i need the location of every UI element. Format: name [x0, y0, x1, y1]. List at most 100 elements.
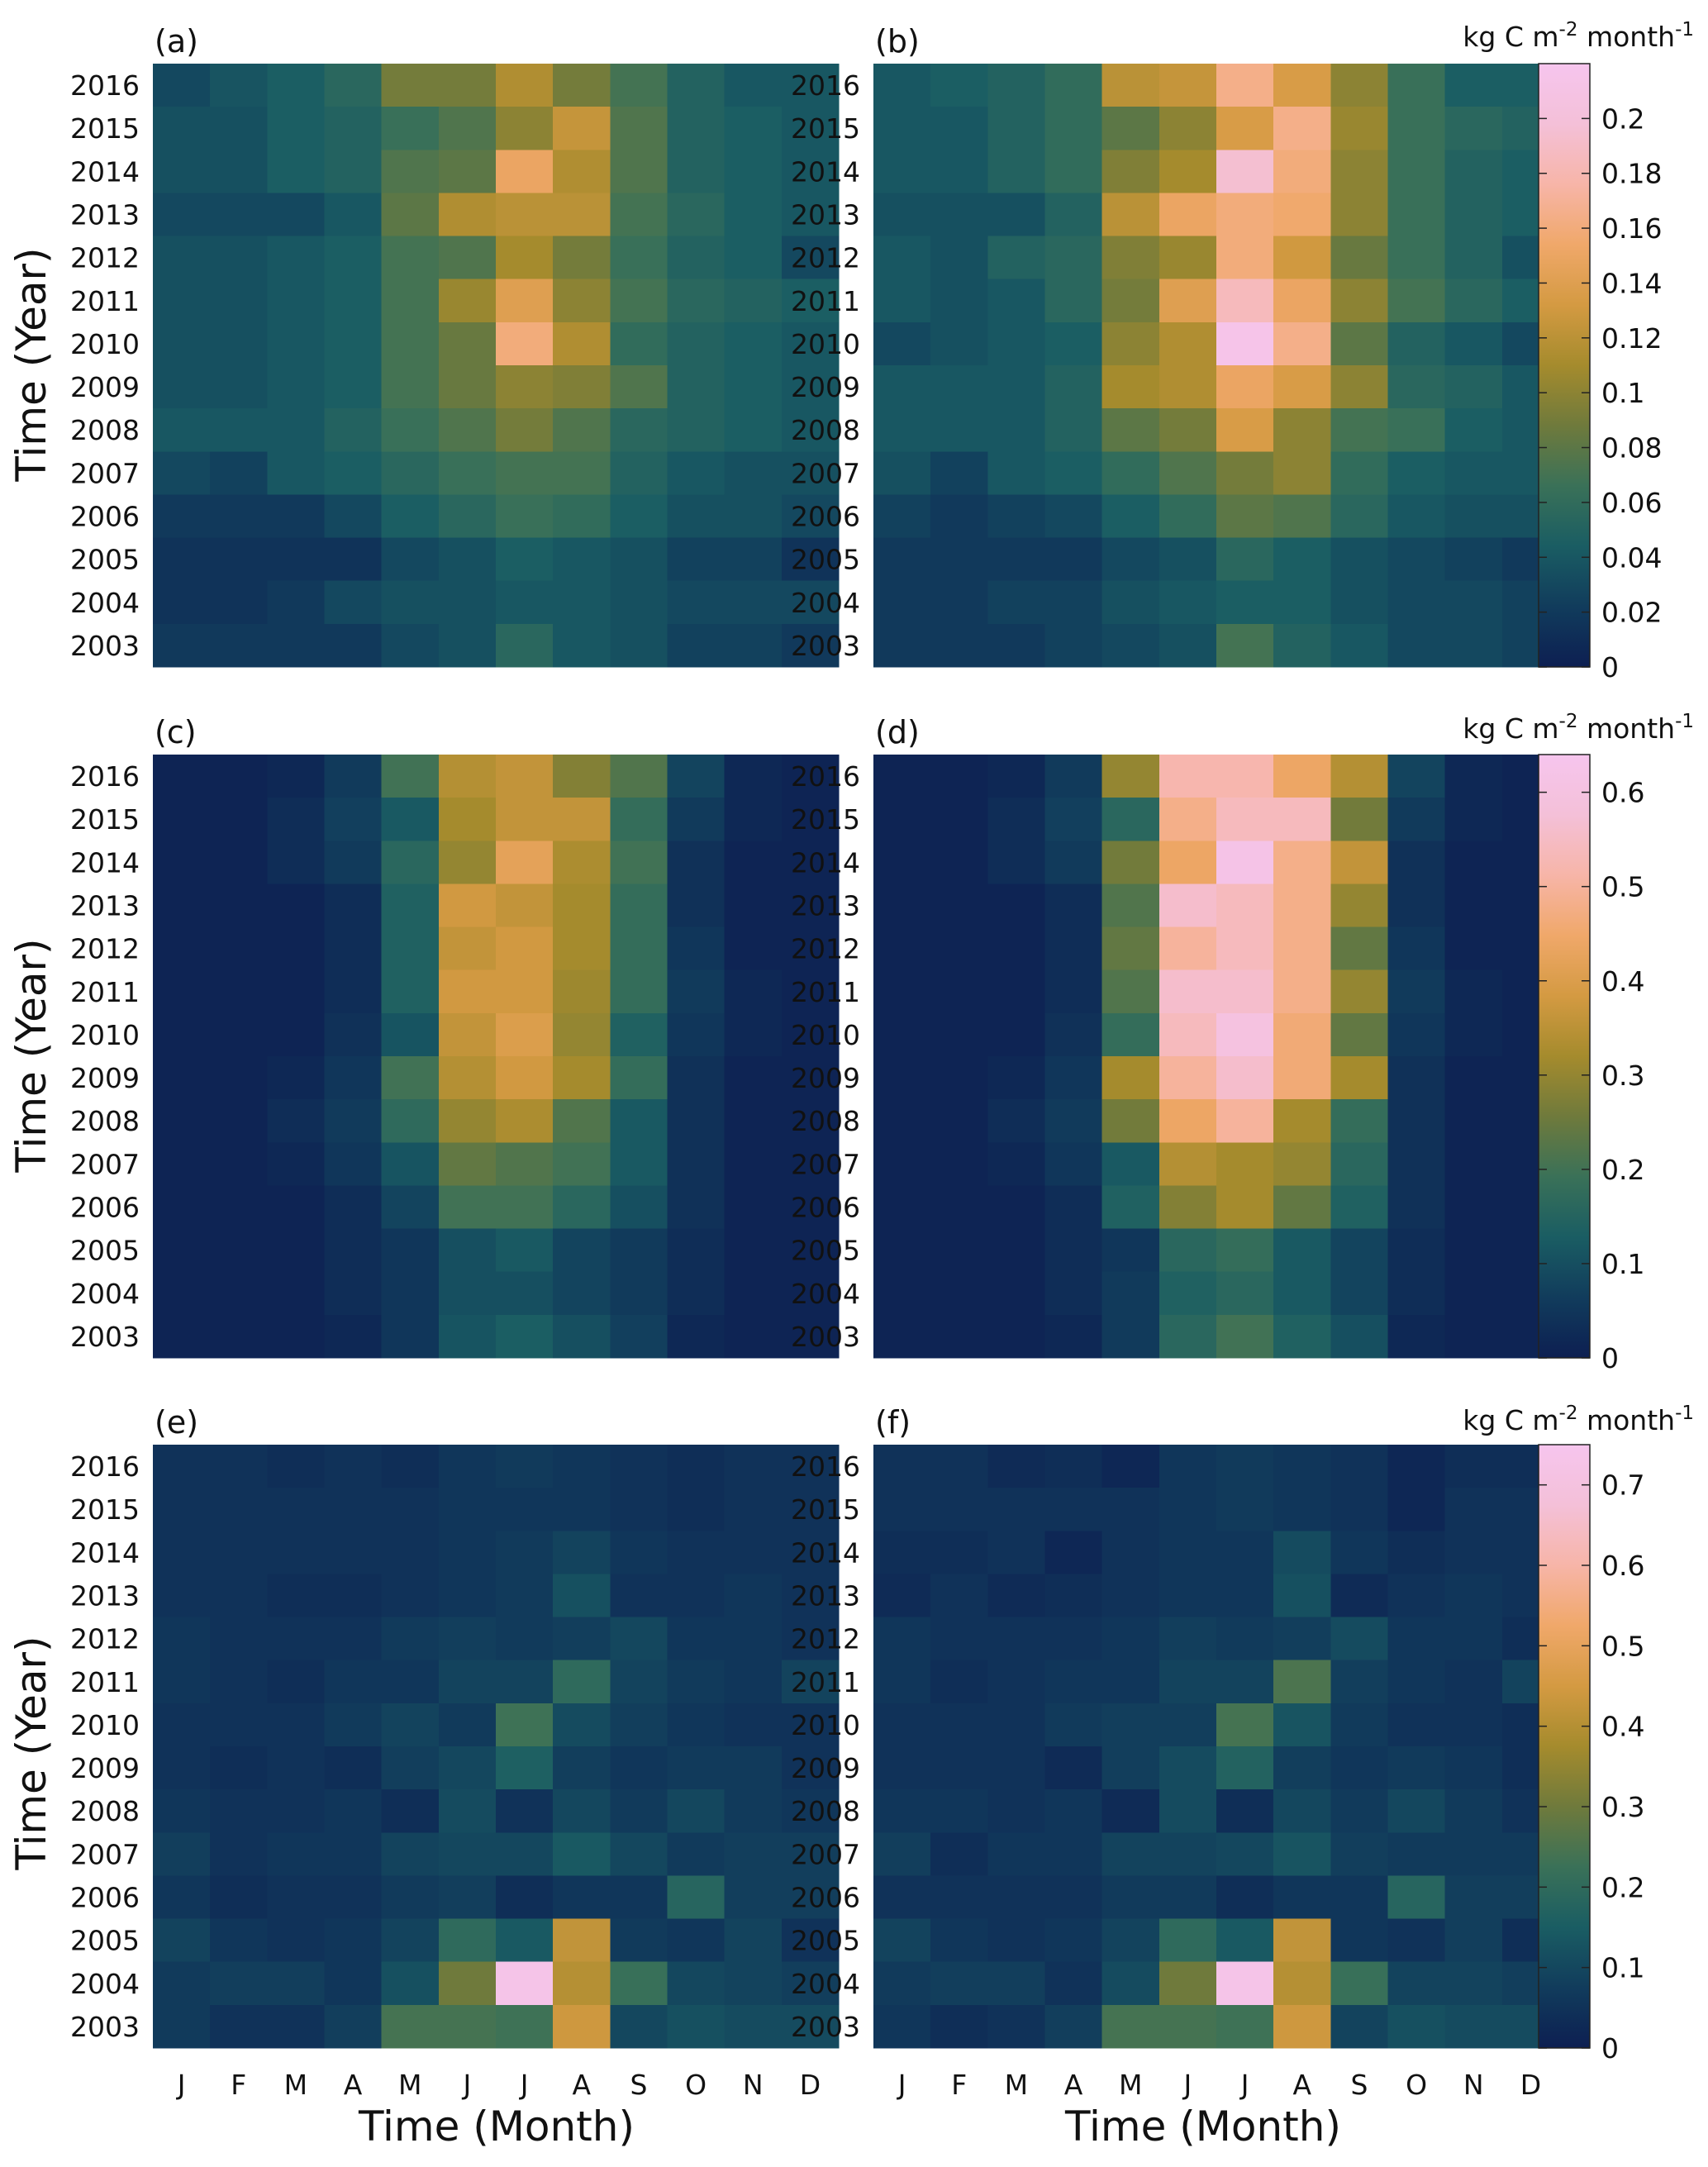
- heatmap-cell: [667, 107, 726, 150]
- heatmap-cell: [1216, 841, 1274, 885]
- colorbar-unit-top: kg C m-2 month-1: [1463, 19, 1694, 53]
- heatmap-cell: [930, 1314, 988, 1359]
- heatmap-cell: [724, 1746, 783, 1790]
- heatmap-cell: [438, 1228, 497, 1273]
- heatmap-cell: [1387, 1617, 1446, 1661]
- heatmap-cell: [1158, 1228, 1217, 1273]
- heatmap-cell: [724, 451, 783, 496]
- heatmap-cell: [930, 1961, 988, 2006]
- colorbar-tick-label: 0.04: [1601, 541, 1662, 574]
- heatmap-cell: [1158, 193, 1217, 237]
- heatmap-cell: [324, 1314, 383, 1359]
- heatmap-cell: [781, 1488, 840, 1531]
- heatmap-cell: [438, 1445, 497, 1488]
- heatmap-cell: [987, 1875, 1046, 1920]
- heatmap-cell: [930, 1703, 988, 1747]
- heatmap-cell: [267, 537, 326, 582]
- heatmap-cell: [153, 408, 211, 452]
- heatmap-cell: [210, 1445, 268, 1488]
- y-tick-label: 2013: [791, 1580, 860, 1612]
- heatmap-cell: [1444, 451, 1503, 496]
- heatmap-cell: [1444, 150, 1503, 194]
- colorbar-tick-label: 0.5: [1601, 1630, 1644, 1662]
- heatmap-cell: [381, 107, 440, 150]
- heatmap-cell: [1444, 1488, 1503, 1531]
- heatmap-cell: [1101, 580, 1160, 625]
- heatmap-cell: [1273, 107, 1331, 150]
- heatmap-cell: [781, 537, 840, 582]
- heatmap-cell: [667, 798, 726, 841]
- heatmap-cell: [1216, 321, 1274, 366]
- heatmap-cell: [610, 1445, 668, 1488]
- heatmap-cell: [781, 107, 840, 150]
- x-tick-label: M: [284, 2069, 307, 2101]
- heatmap-cell: [438, 755, 497, 798]
- colorbar-tick-label: 0.5: [1601, 871, 1644, 903]
- heatmap-cell: [496, 365, 554, 409]
- heatmap-cell: [724, 1314, 783, 1359]
- heatmap-cell: [1158, 408, 1217, 452]
- heatmap-cell: [553, 883, 611, 928]
- heatmap-cell: [1330, 1271, 1389, 1316]
- heatmap-cell: [438, 1789, 497, 1833]
- heatmap-cell: [438, 1660, 497, 1704]
- heatmap-cell: [930, 1445, 988, 1488]
- x-tick-label: A: [1292, 2069, 1311, 2101]
- heatmap-cell: [987, 1832, 1046, 1877]
- heatmap-cell: [930, 1574, 988, 1618]
- heatmap-cell: [324, 1099, 383, 1143]
- heatmap-cell: [1101, 537, 1160, 582]
- heatmap-cell: [930, 841, 988, 885]
- heatmap-cell: [610, 494, 668, 539]
- y-tick-label: 2005: [791, 1235, 860, 1267]
- heatmap-cell: [1101, 1617, 1160, 1661]
- heatmap-cell: [496, 1142, 554, 1187]
- heatmap-cell: [210, 1746, 268, 1790]
- y-tick-label: 2004: [791, 1278, 860, 1310]
- heatmap-cell: [210, 2004, 268, 2049]
- heatmap-cell: [1330, 798, 1389, 841]
- heatmap-cell: [987, 1099, 1046, 1143]
- heatmap-cell: [1216, 1445, 1274, 1488]
- heatmap-cell: [267, 883, 326, 928]
- heatmap-cell: [1044, 1832, 1103, 1877]
- y-tick-label: 2012: [70, 242, 140, 274]
- heatmap-cell: [438, 623, 497, 668]
- heatmap-cell: [496, 107, 554, 150]
- heatmap-cell: [1101, 193, 1160, 237]
- heatmap-cell: [553, 1961, 611, 2006]
- heatmap-cell: [1387, 279, 1446, 323]
- heatmap-cell: [1044, 1142, 1103, 1187]
- heatmap-cell: [1158, 1056, 1217, 1100]
- heatmap-cell: [324, 969, 383, 1014]
- heatmap-cell: [438, 1617, 497, 1661]
- y-tick-label: 2011: [791, 285, 860, 317]
- heatmap-cell: [381, 623, 440, 668]
- heatmap-cell: [724, 969, 783, 1014]
- heatmap-cell: [930, 537, 988, 582]
- heatmap-cell: [496, 1789, 554, 1833]
- heatmap-cell: [438, 1185, 497, 1230]
- heatmap-cell: [210, 1789, 268, 1833]
- heatmap-cell: [267, 1832, 326, 1877]
- colorbar-tick-label: 0.2: [1601, 1154, 1644, 1186]
- heatmap-cell: [987, 1445, 1046, 1488]
- heatmap-cell: [1101, 1961, 1160, 2006]
- heatmap-cell: [1387, 1271, 1446, 1316]
- heatmap-cell: [930, 1228, 988, 1273]
- heatmap-cell: [667, 841, 726, 885]
- heatmap-cell: [1158, 365, 1217, 409]
- heatmap-cell: [930, 1531, 988, 1575]
- heatmap-cell: [153, 365, 211, 409]
- x-tick-label: J: [462, 2069, 472, 2101]
- heatmap-cell: [153, 193, 211, 237]
- heatmap-cell: [1044, 1271, 1103, 1316]
- heatmap-cell: [930, 1789, 988, 1833]
- heatmap-cell: [1444, 236, 1503, 280]
- heatmap-cell: [987, 1142, 1046, 1187]
- heatmap-cell: [553, 1142, 611, 1187]
- heatmap-cell: [1387, 1875, 1446, 1920]
- heatmap-cell: [610, 1228, 668, 1273]
- heatmap-cell: [1044, 107, 1103, 150]
- y-tick-label: 2014: [70, 155, 140, 188]
